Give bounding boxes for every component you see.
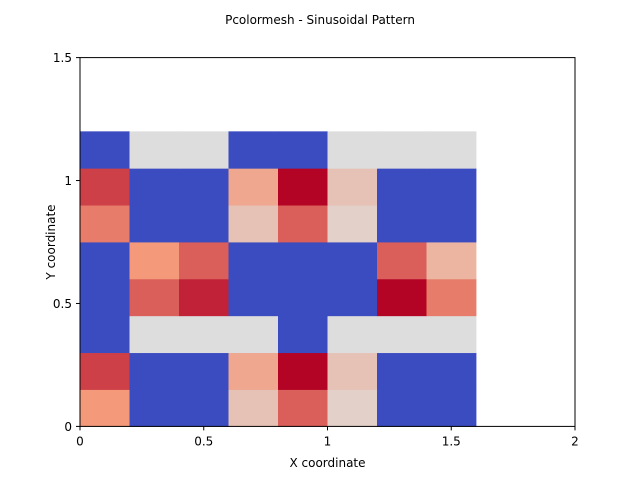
heatmap-cell bbox=[278, 315, 328, 354]
heatmap-cell bbox=[278, 168, 328, 206]
heatmap-cell bbox=[228, 242, 279, 280]
heatmap-cell bbox=[377, 352, 427, 390]
heatmap-cell bbox=[377, 315, 427, 354]
heatmap-cell bbox=[228, 131, 279, 169]
y-tick-label: 1.5 bbox=[53, 51, 72, 65]
heatmap-cell bbox=[179, 168, 229, 206]
heatmap-cell bbox=[327, 168, 378, 206]
x-tick-label: 0.5 bbox=[194, 434, 213, 448]
heatmap-cell bbox=[179, 242, 229, 280]
heatmap-cell bbox=[179, 205, 229, 243]
heatmap-cell bbox=[80, 168, 130, 206]
x-axis-ticks: 0 0.5 1 1.5 2 bbox=[76, 426, 579, 448]
heatmap-cell bbox=[80, 131, 130, 169]
heatmap-cell bbox=[129, 205, 180, 243]
heatmap-cell bbox=[179, 389, 229, 427]
heatmap-cell bbox=[80, 315, 130, 354]
x-tick-label: 1 bbox=[324, 434, 332, 448]
heatmap-cell bbox=[327, 352, 378, 390]
heatmap-cell bbox=[377, 278, 427, 317]
heatmap-cell bbox=[179, 131, 229, 169]
heatmap-cell bbox=[377, 389, 427, 427]
heatmap-cell bbox=[179, 352, 229, 390]
heatmap-cell bbox=[278, 205, 328, 243]
heatmap-cell bbox=[327, 242, 378, 280]
heatmap-cell bbox=[426, 131, 477, 169]
heatmap-cell bbox=[426, 389, 477, 427]
heatmap-cell bbox=[80, 278, 130, 317]
heatmap-cell bbox=[327, 278, 378, 317]
heatmap-cell bbox=[129, 278, 180, 317]
heatmap-cell bbox=[278, 352, 328, 390]
heatmap-cell bbox=[377, 131, 427, 169]
heatmap-cell bbox=[129, 168, 180, 206]
heatmap-cell bbox=[278, 131, 328, 169]
heatmap-cell bbox=[179, 315, 229, 354]
heatmap-cell bbox=[327, 389, 378, 427]
x-axis-label: X coordinate bbox=[289, 456, 365, 470]
heatmap-cell bbox=[80, 352, 130, 390]
heatmap-cell bbox=[327, 205, 378, 243]
heatmap-cell bbox=[228, 205, 279, 243]
y-axis-label: Y coordinate bbox=[44, 204, 58, 280]
heatmap-cell bbox=[426, 352, 477, 390]
chart-title: Pcolormesh - Sinusoidal Pattern bbox=[225, 13, 415, 27]
heatmap-cell bbox=[278, 389, 328, 427]
heatmap-cell bbox=[179, 278, 229, 317]
heatmap-cell bbox=[228, 168, 279, 206]
heatmap-cell bbox=[327, 131, 378, 169]
heatmap-cell bbox=[377, 205, 427, 243]
heatmap-cell bbox=[426, 168, 477, 206]
heatmap-cell bbox=[129, 389, 180, 427]
heatmap-cell bbox=[228, 352, 279, 390]
heatmap-cell bbox=[80, 242, 130, 280]
heatmap-cell bbox=[426, 278, 477, 317]
heatmap-cell bbox=[129, 131, 180, 169]
heatmap-cell bbox=[80, 205, 130, 243]
y-tick-label: 1 bbox=[64, 174, 72, 188]
heatmap-cell bbox=[228, 389, 279, 427]
heatmap-cell bbox=[228, 315, 279, 354]
heatmap-cell bbox=[228, 278, 279, 317]
heatmap-cell bbox=[129, 242, 180, 280]
heatmap-cell bbox=[278, 242, 328, 280]
x-tick-label: 2 bbox=[571, 434, 579, 448]
y-axis-ticks: 0 0.5 1 1.5 bbox=[53, 51, 80, 434]
heatmap-cell bbox=[80, 389, 130, 427]
x-tick-label: 0 bbox=[76, 434, 84, 448]
heatmap-cell bbox=[426, 242, 477, 280]
heatmap-cell bbox=[426, 315, 477, 354]
heatmap-cells bbox=[80, 131, 477, 427]
heatmap-cell bbox=[377, 242, 427, 280]
y-tick-label: 0.5 bbox=[53, 297, 72, 311]
y-tick-label: 0 bbox=[64, 420, 72, 434]
heatmap-cell bbox=[129, 352, 180, 390]
heatmap-cell bbox=[426, 205, 477, 243]
heatmap-cell bbox=[278, 278, 328, 317]
heatmap-cell bbox=[129, 315, 180, 354]
x-tick-label: 1.5 bbox=[442, 434, 461, 448]
heatmap-cell bbox=[327, 315, 378, 354]
heatmap-cell bbox=[377, 168, 427, 206]
